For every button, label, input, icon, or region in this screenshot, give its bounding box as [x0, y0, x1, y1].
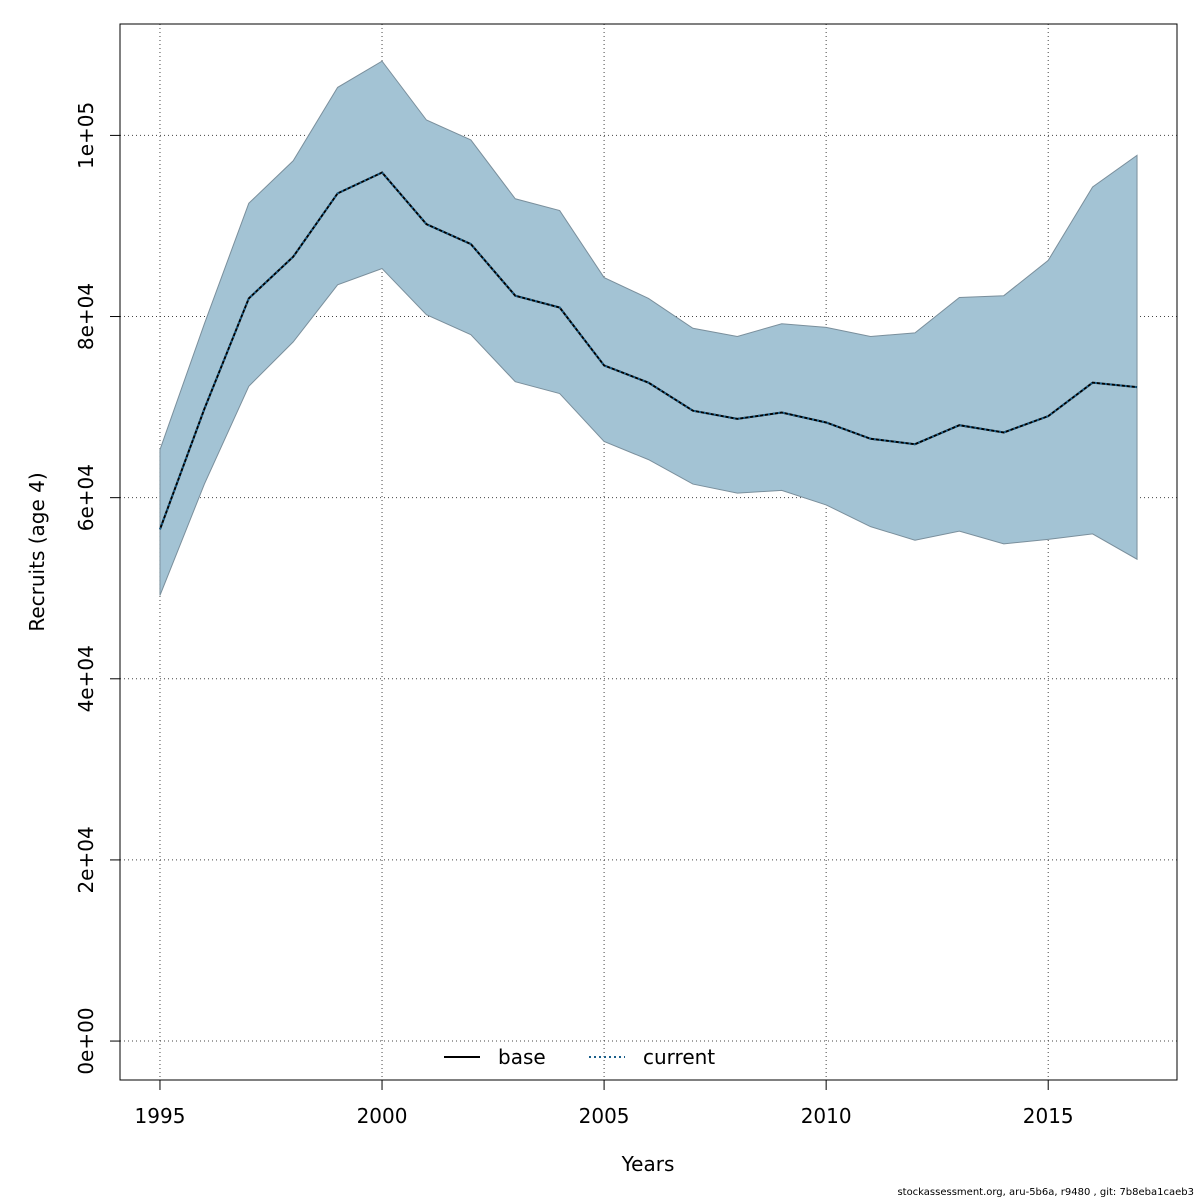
legend: base current — [444, 1045, 715, 1069]
y-axis: 0e+00 2e+04 4e+04 6e+04 8e+04 1e+05 — [74, 102, 121, 1075]
x-tick-label: 2005 — [579, 1104, 630, 1128]
y-tick-label: 0e+00 — [74, 1007, 98, 1074]
x-tick-label: 2010 — [801, 1104, 852, 1128]
y-tick-label: 2e+04 — [74, 826, 98, 893]
y-tick-label: 1e+05 — [74, 102, 98, 169]
series-line-current — [159, 171, 1138, 530]
confidence-band — [159, 60, 1138, 596]
legend-label-current: current — [643, 1045, 715, 1069]
confidence-band-group — [159, 60, 1138, 596]
y-tick-label: 4e+04 — [74, 645, 98, 712]
x-axis: 1995 2000 2005 2010 2015 — [135, 1079, 1074, 1128]
series-group — [159, 171, 1138, 530]
legend-label-base: base — [498, 1045, 546, 1069]
x-tick-label: 2015 — [1023, 1104, 1074, 1128]
x-axis-title: Years — [621, 1152, 675, 1176]
x-tick-label: 1995 — [135, 1104, 186, 1128]
y-axis-title: Recruits (age 4) — [25, 472, 49, 631]
y-tick-label: 6e+04 — [74, 464, 98, 531]
y-tick-label: 8e+04 — [74, 283, 98, 350]
x-tick-label: 2000 — [357, 1104, 408, 1128]
footer-credit: stockassessment.org, aru-5b6a, r9480 , g… — [897, 1187, 1194, 1198]
